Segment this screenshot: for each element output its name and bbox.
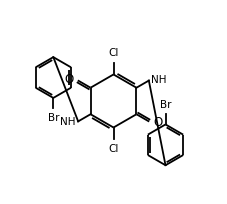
Text: Cl: Cl: [108, 144, 119, 154]
Text: Br: Br: [160, 100, 171, 110]
Text: NH: NH: [60, 117, 76, 127]
Text: O: O: [64, 73, 74, 86]
Text: O: O: [153, 116, 163, 129]
Text: NH: NH: [151, 75, 167, 85]
Text: Cl: Cl: [108, 48, 119, 58]
Text: Br: Br: [48, 113, 59, 123]
